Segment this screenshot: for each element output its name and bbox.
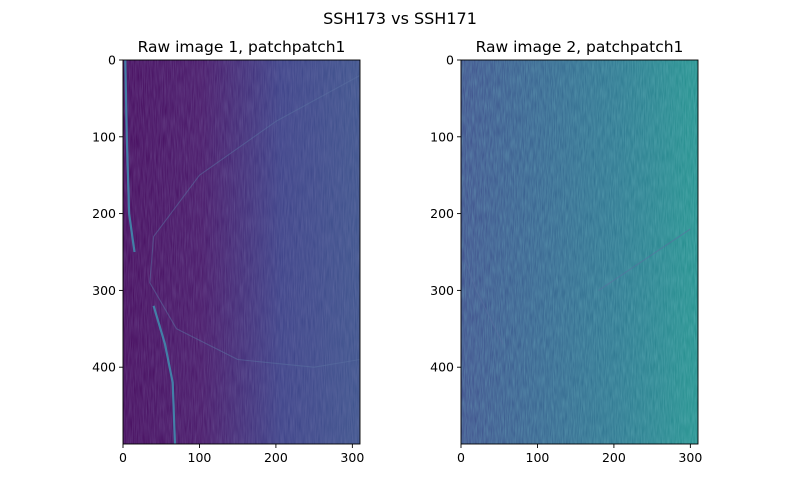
axes-frame (460, 59, 699, 445)
y-tick-label: 0 (446, 53, 454, 68)
heatmap-feature-bright-curve (152, 305, 177, 445)
axes-frame (122, 59, 361, 445)
y-tick-label: 0 (108, 53, 116, 68)
heatmap-panel-2: Raw image 2, patchpatch1 0 100 200 300 0 100 20… (430, 38, 702, 465)
figure-suptitle: SSH173 vs SSH171 (323, 9, 477, 28)
panel-title: Raw image 2, patchpatch1 (476, 38, 684, 56)
x-tick-label: 300 (678, 450, 702, 465)
y-tick-label: 300 (92, 283, 116, 298)
heatmap-feature-faint-curve (464, 259, 504, 345)
y-tick-label: 200 (430, 206, 454, 221)
y-tick-label: 400 (92, 360, 116, 375)
heatmap-panel-1: Raw image 1, patchpatch1 0 100 200 300 0 100 20… (92, 38, 364, 465)
y-tick-label: 300 (430, 283, 454, 298)
heatmap-feature-bright-vertical-line (124, 59, 136, 253)
panel-title: Raw image 1, patchpatch1 (138, 38, 346, 56)
heatmap-texture (461, 60, 698, 444)
x-tick-label: 100 (526, 450, 550, 465)
heatmap-feature-faint-arc (149, 74, 361, 368)
heatmap-feature-faint-diagonal (598, 228, 691, 291)
y-tick-label: 400 (430, 360, 454, 375)
y-tick-label: 200 (92, 206, 116, 221)
x-tick-label: 0 (119, 450, 127, 465)
x-tick-label: 200 (602, 450, 626, 465)
x-tick-label: 300 (340, 450, 364, 465)
y-tick-label: 100 (430, 129, 454, 144)
y-tick-label: 100 (92, 129, 116, 144)
x-tick-label: 200 (264, 450, 288, 465)
heatmap-texture (123, 60, 360, 444)
x-tick-label: 100 (188, 450, 212, 465)
x-tick-label: 0 (457, 450, 465, 465)
